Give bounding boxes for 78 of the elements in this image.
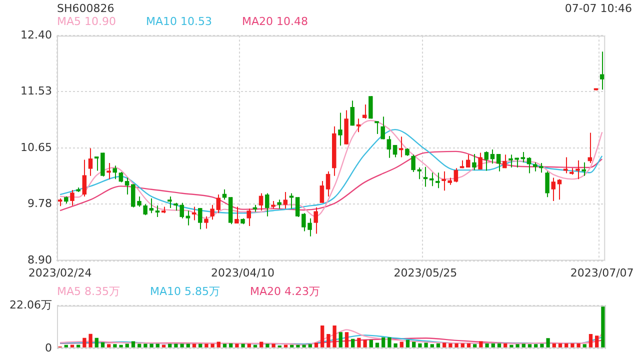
bar: [198, 344, 202, 348]
bar: [113, 344, 117, 348]
bar: [210, 344, 214, 348]
bar: [204, 344, 208, 348]
bar: [272, 344, 276, 348]
line-series: [59, 150, 603, 212]
bar: [570, 343, 574, 348]
bar: [156, 344, 160, 348]
bar: [485, 343, 489, 348]
x-tick-label: 2023/07/07: [570, 266, 634, 280]
bar: [88, 334, 92, 348]
bar: [382, 337, 386, 348]
bar: [363, 340, 367, 348]
bar: [222, 344, 227, 348]
bar: [576, 343, 580, 348]
bar: [125, 344, 129, 348]
bar: [388, 337, 392, 348]
text: MA20 4.23万: [250, 285, 320, 298]
x-tick-label: 2023/04/10: [211, 266, 274, 280]
bar: [192, 344, 196, 348]
bar: [540, 344, 544, 348]
x-tick-label: 2023/02/24: [28, 266, 92, 280]
line-series: [59, 329, 604, 346]
bar: [326, 334, 330, 348]
bar: [174, 344, 178, 348]
bar: [247, 344, 251, 348]
bar: [241, 344, 245, 348]
bar: [119, 344, 123, 348]
bar: [338, 332, 342, 348]
bar: [100, 342, 105, 348]
bar: [235, 344, 239, 348]
x-tick-label: 2023/05/25: [394, 266, 458, 280]
candlestick: [277, 199, 282, 210]
y-tick-label: 8.90: [28, 254, 52, 267]
bar: [510, 344, 514, 348]
candlestick: [374, 121, 379, 135]
bar: [418, 343, 422, 348]
bar: [522, 344, 526, 348]
bar: [296, 344, 300, 348]
bar: [344, 332, 349, 348]
bar: [180, 344, 184, 348]
bar: [168, 344, 172, 348]
bar: [266, 344, 270, 348]
bar: [601, 306, 605, 348]
y-tick-label: 22.06万: [10, 298, 52, 312]
chart-title: SH600826: [57, 2, 114, 16]
text: MA20 10.48: [242, 15, 308, 28]
bar: [448, 343, 452, 348]
bar: [332, 326, 336, 348]
text: MA10 5.85万: [150, 285, 220, 298]
bar: [595, 336, 599, 348]
text: MA5 10.90: [57, 15, 116, 28]
bar: [150, 344, 154, 348]
bar: [424, 342, 428, 348]
y-tick-label: 9.78: [28, 197, 52, 210]
text: MA5 8.35万: [57, 285, 120, 298]
bar: [320, 326, 324, 348]
bar: [546, 338, 550, 348]
bar: [131, 341, 136, 348]
bar: [82, 338, 86, 348]
bar: [454, 343, 458, 348]
bar: [94, 338, 98, 348]
bar: [588, 334, 593, 348]
bar: [186, 344, 190, 348]
bar: [357, 338, 361, 348]
bar: [516, 344, 520, 348]
bar: [144, 344, 148, 348]
bar: [394, 343, 398, 348]
text: MA10 10.53: [146, 15, 212, 28]
y-tick-label: 10.65: [20, 141, 52, 154]
y-tick-label: 0: [45, 341, 52, 354]
bar: [479, 341, 483, 348]
y-tick-label: 11.53: [20, 84, 52, 98]
y-tick-label: 12.40: [20, 28, 52, 42]
bar: [351, 338, 355, 348]
bar: [302, 344, 306, 348]
bar: [138, 344, 142, 348]
text: 07-07 10:46: [564, 2, 632, 15]
